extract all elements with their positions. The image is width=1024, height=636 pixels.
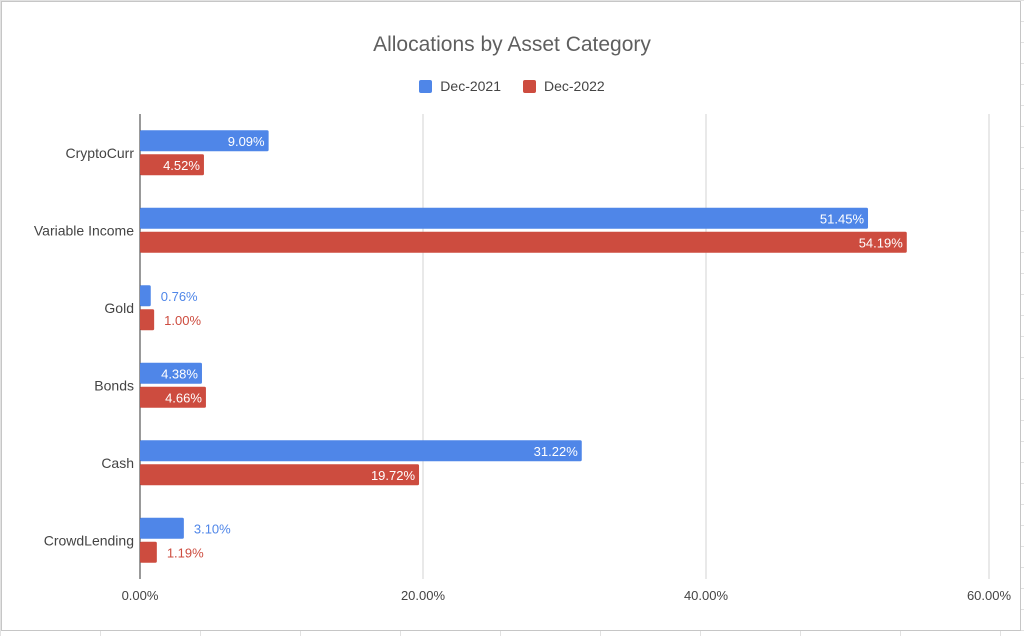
legend-item-series-1[interactable]: Dec-2021 xyxy=(419,78,501,94)
bar-series-2 xyxy=(140,541,157,563)
bar-series-1 xyxy=(140,517,184,539)
bar-series-2 xyxy=(140,231,907,253)
bar-series-2 xyxy=(140,464,420,486)
data-label-series-2: 54.19% xyxy=(859,235,904,250)
bar-series-1 xyxy=(140,207,869,229)
bar-series-1 xyxy=(140,362,202,384)
legend-label-series-1: Dec-2021 xyxy=(440,78,501,94)
bar-series-1 xyxy=(140,130,269,152)
data-label-series-1: 51.45% xyxy=(820,211,865,226)
data-label-series-1: 4.38% xyxy=(161,366,198,381)
data-label-series-2: 4.66% xyxy=(165,390,202,405)
category-label: Variable Income xyxy=(34,222,134,238)
chart-title: Allocations by Asset Category xyxy=(373,33,651,56)
chart-legend: Dec-2021 Dec-2022 xyxy=(2,78,1022,94)
bar-series-2 xyxy=(140,154,204,176)
data-label-series-1: 9.09% xyxy=(228,134,265,149)
legend-label-series-2: Dec-2022 xyxy=(544,78,605,94)
data-label-series-2: 1.19% xyxy=(167,545,204,560)
bar-series-1 xyxy=(140,440,582,462)
x-tick-label: 0.00% xyxy=(122,588,159,603)
data-label-series-2: 4.52% xyxy=(163,158,200,173)
data-label-series-1: 0.76% xyxy=(161,289,198,304)
category-label: Gold xyxy=(104,300,134,316)
x-tick-label: 20.00% xyxy=(401,588,446,603)
category-label: CrowdLending xyxy=(44,532,134,548)
category-label: Bonds xyxy=(94,377,134,393)
x-tick-label: 60.00% xyxy=(967,588,1012,603)
data-label-series-2: 19.72% xyxy=(371,468,416,483)
legend-swatch-series-2 xyxy=(523,79,536,93)
bar-series-2 xyxy=(140,386,206,408)
bar-series-1 xyxy=(140,285,151,307)
data-label-series-2: 1.00% xyxy=(164,313,201,328)
category-label: CryptoCurr xyxy=(66,145,135,161)
legend-item-series-2[interactable]: Dec-2022 xyxy=(523,78,605,94)
data-label-series-1: 3.10% xyxy=(194,521,231,536)
data-label-series-1: 31.22% xyxy=(534,444,579,459)
x-tick-label: 40.00% xyxy=(684,588,729,603)
category-label: Cash xyxy=(101,455,134,471)
legend-swatch-series-1 xyxy=(419,79,433,93)
bar-series-2 xyxy=(140,309,155,331)
